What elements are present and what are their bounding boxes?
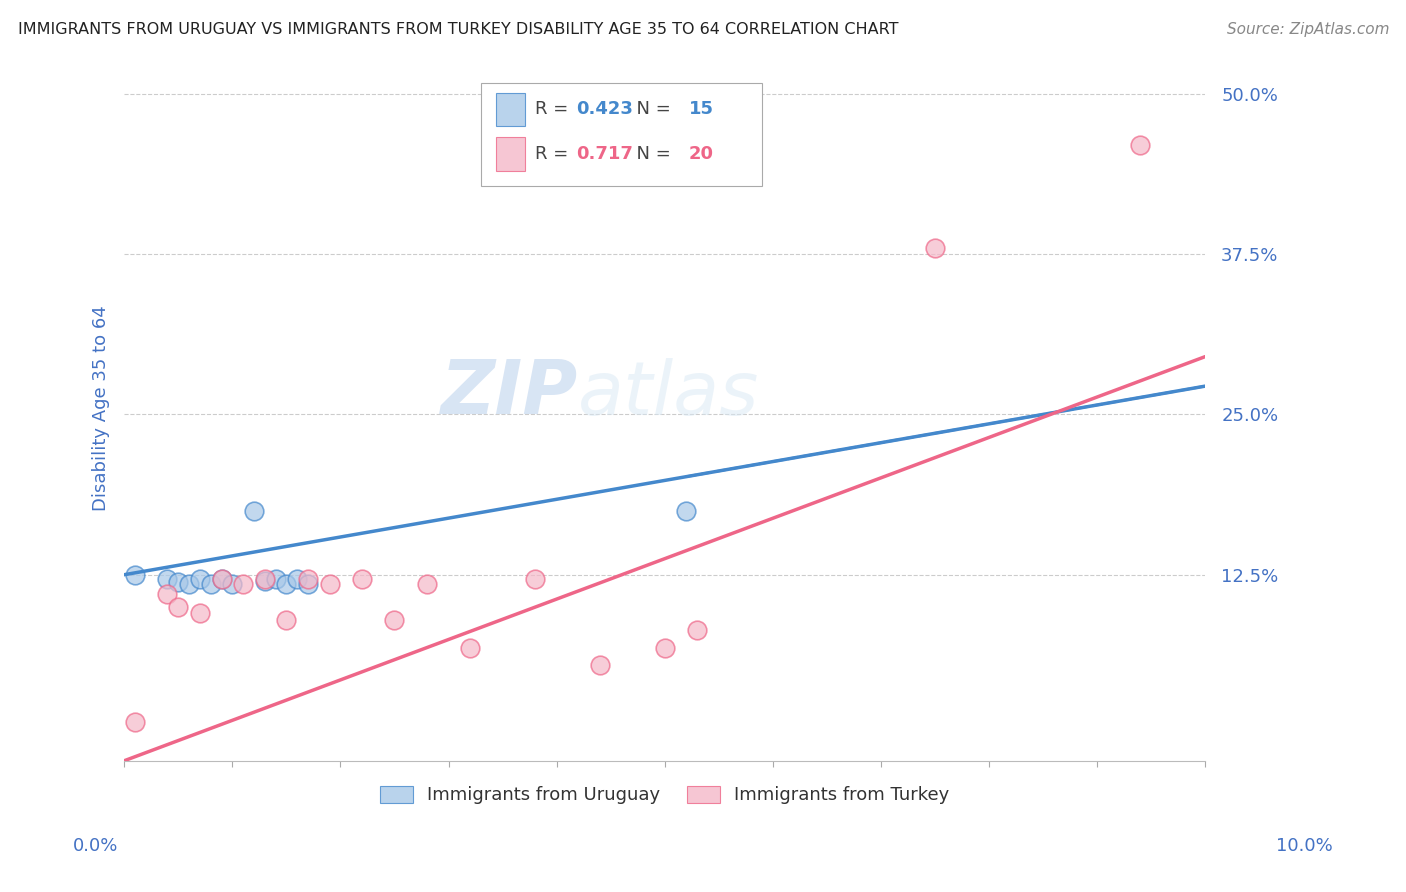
Point: [167, 575, 190, 590]
Point: [264, 572, 287, 586]
Point: [253, 574, 276, 588]
Text: R =: R =: [534, 101, 574, 119]
Point: [675, 503, 697, 517]
Point: [1129, 137, 1152, 152]
Point: [318, 576, 340, 591]
Point: [211, 572, 233, 586]
Text: 0.423: 0.423: [576, 101, 633, 119]
Point: [232, 576, 254, 591]
Text: N =: N =: [624, 101, 676, 119]
Text: 0.0%: 0.0%: [73, 837, 118, 855]
Point: [276, 576, 298, 591]
Point: [416, 576, 439, 591]
Point: [211, 572, 233, 586]
Point: [384, 613, 406, 627]
Point: [167, 599, 190, 614]
Text: IMMIGRANTS FROM URUGUAY VS IMMIGRANTS FROM TURKEY DISABILITY AGE 35 TO 64 CORREL: IMMIGRANTS FROM URUGUAY VS IMMIGRANTS FR…: [18, 22, 898, 37]
Point: [297, 576, 319, 591]
Point: [156, 572, 179, 586]
Text: R =: R =: [534, 145, 574, 163]
Point: [124, 567, 146, 582]
Text: 0.717: 0.717: [576, 145, 633, 163]
Point: [188, 572, 211, 586]
Point: [654, 640, 676, 655]
Point: [177, 576, 200, 591]
Point: [523, 572, 546, 586]
Point: [458, 640, 481, 655]
Point: [686, 623, 709, 637]
Text: 20: 20: [689, 145, 713, 163]
FancyBboxPatch shape: [481, 83, 762, 186]
Y-axis label: Disability Age 35 to 64: Disability Age 35 to 64: [93, 305, 110, 511]
Point: [124, 715, 146, 730]
Legend: Immigrants from Uruguay, Immigrants from Turkey: Immigrants from Uruguay, Immigrants from…: [373, 779, 956, 812]
Text: Source: ZipAtlas.com: Source: ZipAtlas.com: [1226, 22, 1389, 37]
Text: 15: 15: [689, 101, 713, 119]
Point: [276, 613, 298, 627]
Point: [221, 576, 243, 591]
Text: ZIP: ZIP: [441, 358, 578, 430]
Text: 10.0%: 10.0%: [1277, 837, 1333, 855]
Point: [285, 572, 308, 586]
Point: [924, 241, 946, 255]
Text: N =: N =: [624, 145, 676, 163]
FancyBboxPatch shape: [496, 93, 526, 126]
Point: [350, 572, 373, 586]
Point: [200, 576, 222, 591]
FancyBboxPatch shape: [496, 137, 526, 170]
Point: [156, 587, 179, 601]
Point: [188, 606, 211, 620]
Text: atlas: atlas: [578, 358, 759, 430]
Point: [589, 657, 612, 672]
Point: [243, 503, 266, 517]
Point: [297, 572, 319, 586]
Point: [253, 572, 276, 586]
